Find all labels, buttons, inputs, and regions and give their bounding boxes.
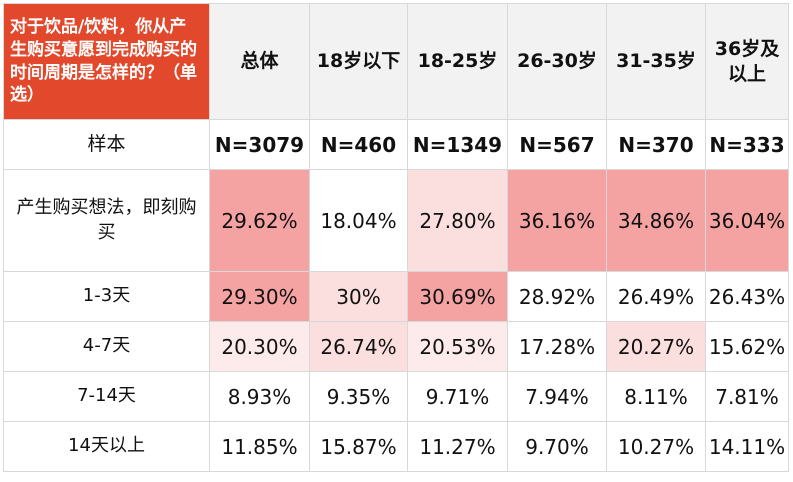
sample-row: 样本 N=3079 N=460 N=1349 N=567 N=370 N=333 (3, 119, 789, 170)
data-cell: 26.43% (705, 271, 789, 322)
data-cell: 20.53% (407, 321, 508, 372)
column-header-under-18: 18岁以下 (309, 3, 408, 120)
data-cell: 29.30% (209, 271, 310, 322)
row-label: 7-14天 (3, 371, 210, 422)
table-row: 7-14天 8.93% 9.35% 9.71% 7.94% 8.11% 7.81… (3, 371, 789, 422)
data-cell: 30% (309, 271, 408, 322)
data-cell: 17.28% (507, 321, 607, 372)
data-cell: 10.27% (606, 421, 706, 472)
sample-value: N=333 (705, 119, 789, 170)
data-cell: 11.85% (209, 421, 310, 472)
data-cell: 11.27% (407, 421, 508, 472)
data-cell: 8.93% (209, 371, 310, 422)
data-cell: 27.80% (407, 169, 508, 272)
row-label: 1-3天 (3, 271, 210, 322)
sample-value: N=1349 (407, 119, 508, 170)
data-cell: 26.74% (309, 321, 408, 372)
table-row: 产生购买想法，即刻购买 29.62% 18.04% 27.80% 36.16% … (3, 169, 789, 272)
table-row: 1-3天 29.30% 30% 30.69% 28.92% 26.49% 26.… (3, 271, 789, 322)
question-cell: 对于饮品/饮料，你从产生购买意愿到完成购买的时间周期是怎样的？（单选） (3, 3, 210, 120)
column-header-26-30: 26-30岁 (507, 3, 607, 120)
data-cell: 34.86% (606, 169, 706, 272)
table-row: 4-7天 20.30% 26.74% 20.53% 17.28% 20.27% … (3, 321, 789, 372)
data-cell: 15.62% (705, 321, 789, 372)
sample-value: N=567 (507, 119, 607, 170)
row-label-sample: 样本 (3, 119, 210, 170)
data-cell: 9.71% (407, 371, 508, 422)
data-cell: 7.81% (705, 371, 789, 422)
header-row: 对于饮品/饮料，你从产生购买意愿到完成购买的时间周期是怎样的？（单选） 总体 1… (3, 3, 789, 120)
data-cell: 7.94% (507, 371, 607, 422)
data-cell: 29.62% (209, 169, 310, 272)
table-row: 14天以上 11.85% 15.87% 11.27% 9.70% 10.27% … (3, 421, 789, 472)
data-cell: 8.11% (606, 371, 706, 422)
data-cell: 18.04% (309, 169, 408, 272)
row-label: 14天以上 (3, 421, 210, 472)
data-cell: 15.87% (309, 421, 408, 472)
row-label: 4-7天 (3, 321, 210, 372)
column-header-31-35: 31-35岁 (606, 3, 706, 120)
data-cell: 26.49% (606, 271, 706, 322)
column-header-36-plus: 36岁及以上 (705, 3, 789, 120)
data-cell: 28.92% (507, 271, 607, 322)
data-cell: 30.69% (407, 271, 508, 322)
data-cell: 14.11% (705, 421, 789, 472)
data-cell: 20.27% (606, 321, 706, 372)
survey-table: 对于饮品/饮料，你从产生购买意愿到完成购买的时间周期是怎样的？（单选） 总体 1… (3, 3, 789, 472)
row-label: 产生购买想法，即刻购买 (3, 169, 210, 272)
data-cell: 9.35% (309, 371, 408, 422)
data-cell: 36.04% (705, 169, 789, 272)
sample-value: N=460 (309, 119, 408, 170)
column-header-total: 总体 (209, 3, 310, 120)
data-cell: 20.30% (209, 321, 310, 372)
sample-value: N=370 (606, 119, 706, 170)
data-cell: 9.70% (507, 421, 607, 472)
column-header-18-25: 18-25岁 (407, 3, 508, 120)
sample-value: N=3079 (209, 119, 310, 170)
data-cell: 36.16% (507, 169, 607, 272)
